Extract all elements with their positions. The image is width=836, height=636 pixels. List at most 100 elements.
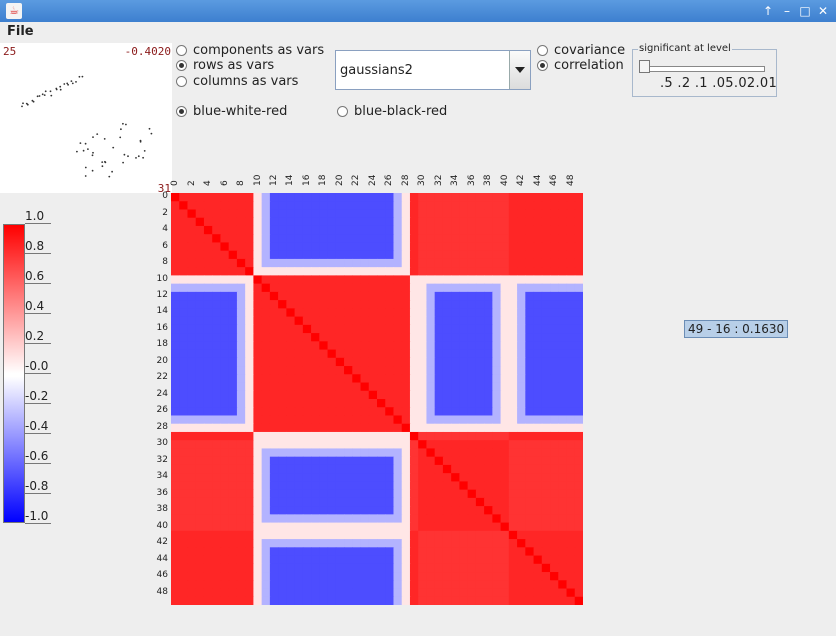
heatmap-cell[interactable] — [558, 324, 568, 334]
heatmap-cell[interactable] — [401, 193, 411, 202]
heatmap-cell[interactable] — [558, 316, 568, 326]
heatmap-cell[interactable] — [426, 448, 436, 458]
heatmap-cell[interactable] — [574, 366, 583, 375]
heatmap-cell[interactable] — [195, 275, 205, 285]
heatmap-cell[interactable] — [409, 357, 419, 367]
heatmap-cell[interactable] — [434, 473, 444, 482]
heatmap-cell[interactable] — [434, 324, 444, 334]
heatmap-cell[interactable] — [492, 283, 502, 293]
heatmap-cell[interactable] — [228, 415, 238, 425]
heatmap-cell[interactable] — [335, 506, 345, 515]
heatmap-cell[interactable] — [261, 250, 271, 260]
heatmap-cell[interactable] — [278, 423, 287, 433]
heatmap-cell[interactable] — [261, 563, 271, 573]
heatmap-cell[interactable] — [335, 530, 345, 540]
heatmap-cell[interactable] — [558, 341, 568, 351]
heatmap-cell[interactable] — [278, 596, 287, 605]
heatmap-cell[interactable] — [195, 399, 205, 408]
heatmap-cell[interactable] — [344, 596, 353, 605]
heatmap-cell[interactable] — [409, 390, 419, 400]
heatmap-cell[interactable] — [401, 225, 411, 235]
heatmap-cell[interactable] — [517, 407, 526, 417]
heatmap-cell[interactable] — [261, 333, 271, 342]
heatmap-cell[interactable] — [236, 225, 246, 235]
heatmap-cell[interactable] — [492, 316, 502, 326]
heatmap-cell[interactable] — [368, 481, 378, 491]
heatmap-cell[interactable] — [434, 349, 444, 359]
heatmap-cell[interactable] — [566, 201, 576, 211]
heatmap-cell[interactable] — [286, 250, 296, 260]
heatmap-cell[interactable] — [418, 506, 428, 515]
heatmap-cell[interactable] — [228, 193, 238, 202]
heatmap-cell[interactable] — [261, 390, 271, 400]
heatmap-cell[interactable] — [311, 572, 320, 581]
heatmap-cell[interactable] — [442, 250, 452, 260]
heatmap-cell[interactable] — [294, 333, 304, 342]
heatmap-cell[interactable] — [187, 596, 197, 605]
heatmap-cell[interactable] — [574, 456, 583, 466]
heatmap-cell[interactable] — [467, 250, 477, 260]
heatmap-cell[interactable] — [484, 209, 493, 219]
heatmap-cell[interactable] — [236, 209, 246, 219]
heatmap-cell[interactable] — [319, 300, 329, 309]
heatmap-cell[interactable] — [245, 580, 254, 590]
heatmap-cell[interactable] — [278, 316, 287, 326]
heatmap-cell[interactable] — [220, 530, 230, 540]
heatmap-cell[interactable] — [451, 324, 460, 334]
heatmap-cell[interactable] — [377, 572, 386, 581]
heatmap-cell[interactable] — [525, 258, 535, 268]
heatmap-cell[interactable] — [541, 572, 551, 581]
heatmap-cell[interactable] — [278, 448, 287, 458]
heatmap-cell[interactable] — [212, 563, 222, 573]
heatmap-cell[interactable] — [500, 283, 510, 293]
heatmap-cell[interactable] — [393, 374, 403, 384]
heatmap-cell[interactable] — [278, 514, 287, 524]
heatmap-cell[interactable] — [294, 349, 304, 359]
heatmap-cell[interactable] — [508, 209, 518, 219]
heatmap-cell[interactable] — [517, 366, 526, 375]
heatmap-cell[interactable] — [335, 596, 345, 605]
heatmap-cell[interactable] — [574, 481, 583, 491]
heatmap-cell[interactable] — [574, 539, 583, 548]
heatmap-cell[interactable] — [434, 448, 444, 458]
heatmap-cell[interactable] — [484, 324, 493, 334]
heatmap-cell[interactable] — [492, 291, 502, 301]
heatmap-cell[interactable] — [492, 588, 502, 598]
heatmap-cell[interactable] — [442, 333, 452, 342]
heatmap-cell[interactable] — [566, 596, 576, 605]
heatmap-cell[interactable] — [525, 547, 535, 557]
heatmap-cell[interactable] — [335, 440, 345, 450]
heatmap-cell[interactable] — [393, 588, 403, 598]
heatmap-cell[interactable] — [525, 415, 535, 425]
heatmap-cell[interactable] — [484, 357, 493, 367]
heatmap-cell[interactable] — [459, 440, 469, 450]
heatmap-cell[interactable] — [286, 489, 296, 499]
heatmap-cell[interactable] — [187, 333, 197, 342]
heatmap-cell[interactable] — [475, 555, 485, 565]
heatmap-cell[interactable] — [377, 423, 386, 433]
heatmap-cell[interactable] — [302, 234, 312, 244]
heatmap-cell[interactable] — [302, 333, 312, 342]
heatmap-cell[interactable] — [261, 357, 271, 367]
heatmap-cell[interactable] — [212, 316, 222, 326]
heatmap-cell[interactable] — [278, 234, 287, 244]
heatmap-cell[interactable] — [236, 407, 246, 417]
heatmap-cell[interactable] — [434, 291, 444, 301]
heatmap-cell[interactable] — [344, 530, 353, 540]
heatmap-cell[interactable] — [187, 283, 197, 293]
heatmap-cell[interactable] — [525, 473, 535, 482]
heatmap-cell[interactable] — [442, 225, 452, 235]
heatmap-cell[interactable] — [541, 596, 551, 605]
heatmap-cell[interactable] — [484, 415, 493, 425]
heatmap-cell[interactable] — [467, 357, 477, 367]
heatmap-cell[interactable] — [418, 415, 428, 425]
heatmap-cell[interactable] — [261, 258, 271, 268]
heatmap-cell[interactable] — [294, 250, 304, 260]
heatmap-cell[interactable] — [171, 440, 180, 450]
heatmap-cell[interactable] — [525, 530, 535, 540]
heatmap-cell[interactable] — [352, 382, 362, 392]
heatmap-cell[interactable] — [459, 193, 469, 202]
heatmap-cell[interactable] — [401, 530, 411, 540]
heatmap-cell[interactable] — [377, 547, 386, 557]
heatmap-cell[interactable] — [393, 489, 403, 499]
